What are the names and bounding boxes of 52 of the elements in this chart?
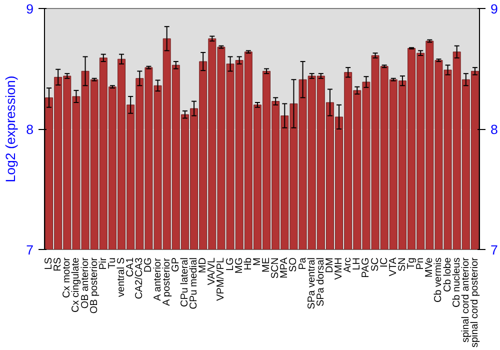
y2-tick-label: 9 xyxy=(490,2,498,16)
x-tick-label: PAG xyxy=(360,257,372,278)
x-tick-label: DG xyxy=(143,257,154,272)
x-tick-label: Cb lobe xyxy=(442,257,454,292)
x-tick-label: OB posterior xyxy=(88,256,100,314)
y-tick-label: 9 xyxy=(26,2,34,16)
x-tick-label: SC xyxy=(370,257,381,272)
x-tick-label: CPu medial xyxy=(188,257,200,310)
y-tick-label: 8 xyxy=(26,122,34,137)
x-tick-label: Cx cingulate xyxy=(70,257,82,313)
x-tick-label: IC xyxy=(378,258,390,268)
y2-tick-label: 7 xyxy=(490,242,498,258)
x-tick-label: VPM/VPL xyxy=(216,257,227,301)
x-tick-label: Tg xyxy=(406,258,418,270)
y-axis-title: Log2 (expression) xyxy=(3,76,18,182)
x-tick-label: ventral S xyxy=(116,257,128,297)
x-tick-label: Pir xyxy=(98,256,109,270)
x-tick-label: SCN xyxy=(270,257,282,279)
x-tick-label: M xyxy=(252,257,263,266)
x-tick-label: GP xyxy=(170,257,182,272)
x-tick-label: SN xyxy=(396,257,408,272)
x-tick-label: OB anterior xyxy=(80,256,91,309)
x-tick-label: Arc xyxy=(342,258,354,272)
x-tick-label: RS xyxy=(52,257,64,272)
x-tick-label: SPa dorsal xyxy=(315,257,326,306)
x-tick-label: DM xyxy=(324,257,336,274)
x-tick-label: spinal cord posterior xyxy=(469,256,480,348)
x-tick-label: A posterior xyxy=(161,257,172,306)
x-tick-label: Tu xyxy=(106,257,118,269)
x-tick-label: ME xyxy=(261,257,272,272)
x-tick-label: SO xyxy=(288,257,300,272)
x-tick-label: Cb vermis xyxy=(433,257,444,303)
x-tick-label: CA2/CA3 xyxy=(134,257,146,300)
x-tick-label: A anterior xyxy=(152,257,164,301)
y2-tick-label: 8 xyxy=(490,122,498,137)
x-tick-label: Hb xyxy=(242,257,254,270)
x-tick-label: Cb nucleus xyxy=(451,258,462,308)
x-tick-label: SPa ventral xyxy=(306,257,318,310)
y-tick-label: 7 xyxy=(26,242,34,258)
x-tick-label: CA1 xyxy=(125,257,136,277)
x-tick-label: CPu lateral xyxy=(179,258,190,307)
x-tick-label: LH xyxy=(352,257,363,270)
x-tick-label: VMH xyxy=(334,257,345,280)
x-tick-label: VTA xyxy=(388,257,399,276)
x-tick-label: spinal cord anterior xyxy=(460,256,472,343)
x-tick-label: MG xyxy=(234,257,245,274)
x-tick-label: Pa xyxy=(297,257,308,270)
x-tick-label: Pn xyxy=(415,257,426,270)
x-tick-label: LG xyxy=(224,257,236,271)
x-tick-label: LS xyxy=(44,257,55,270)
x-tick-label: MVe xyxy=(424,257,436,278)
x-tick-label: MPA xyxy=(279,257,290,278)
